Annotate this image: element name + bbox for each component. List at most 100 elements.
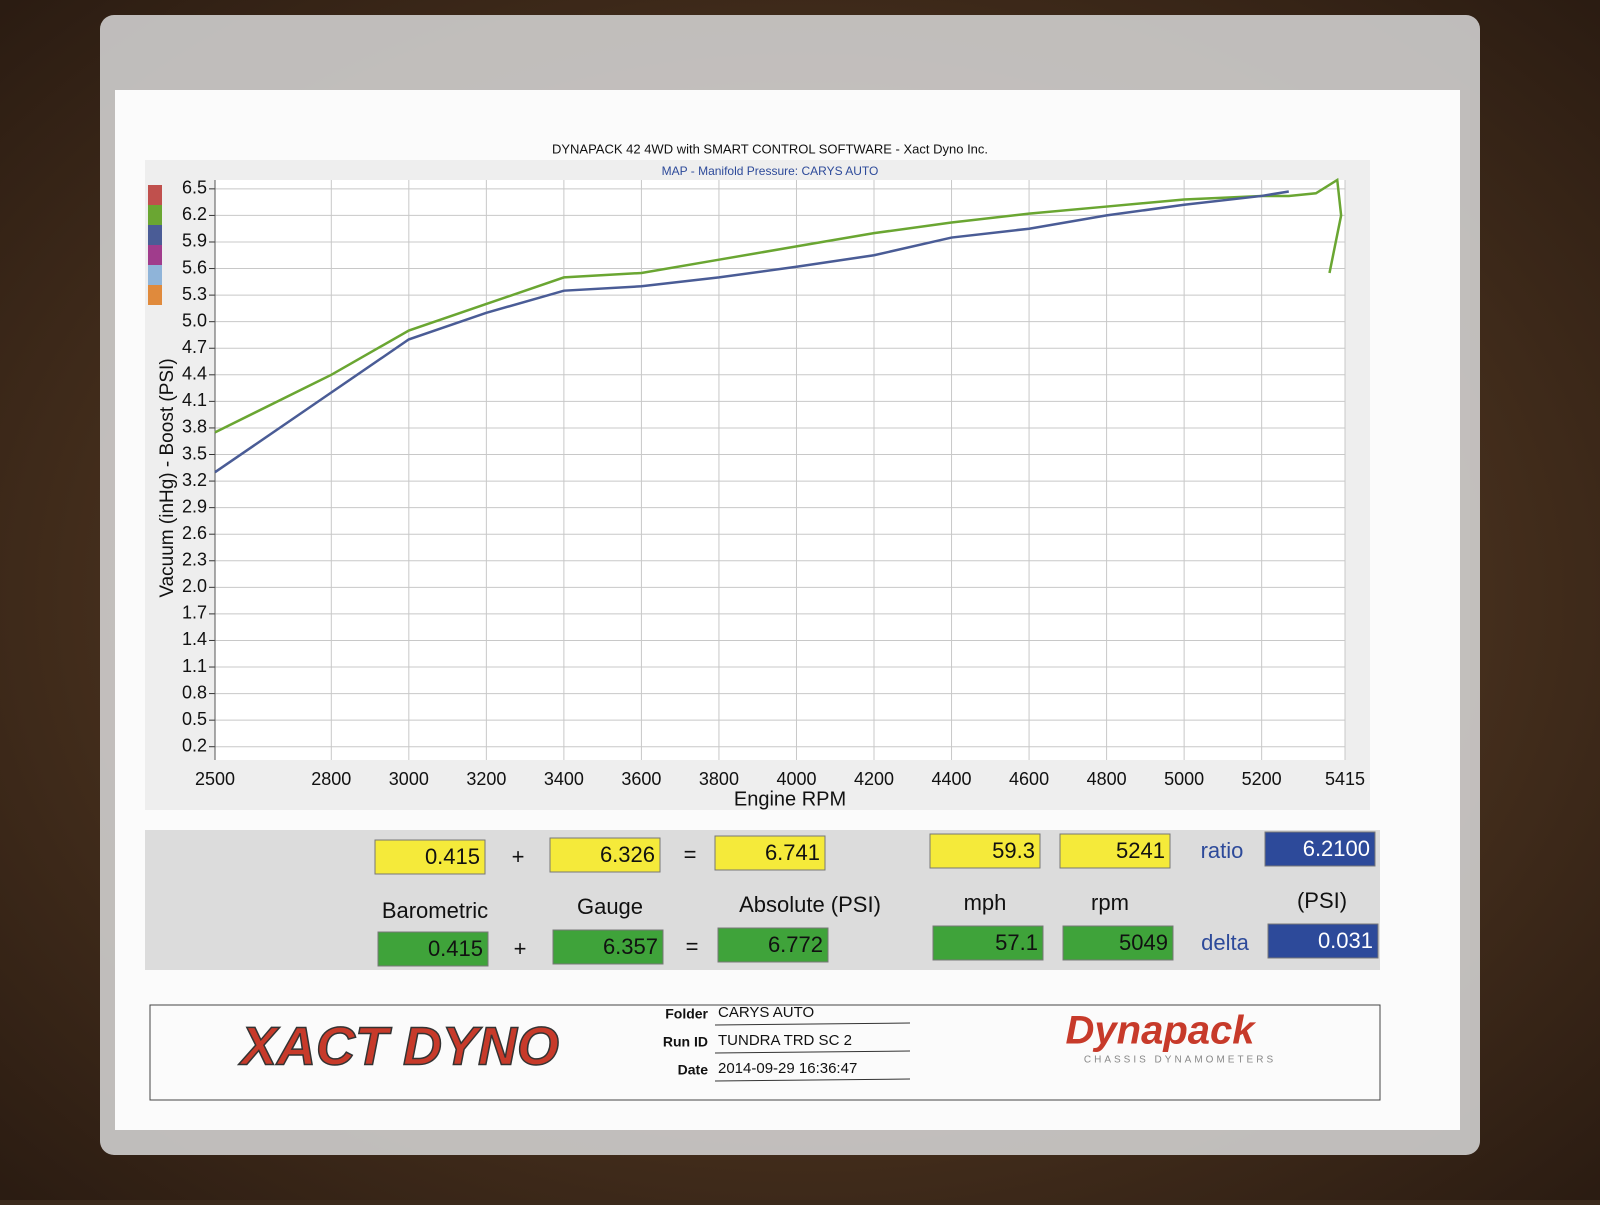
y-tick-label: 6.2 <box>182 204 207 224</box>
x-tick-label: 2800 <box>311 769 351 789</box>
value-box <box>932 925 1044 961</box>
absolute-1: 6.741 <box>765 840 820 865</box>
gauge-2: 6.357 <box>603 934 658 959</box>
logo-right-sub: CHASSIS DYNAMOMETERS <box>1084 1055 1276 1066</box>
chart-subtitle: MAP - Manifold Pressure: CARYS AUTO <box>662 164 879 178</box>
value-box <box>929 833 1041 869</box>
rule <box>714 1050 911 1054</box>
mph-1: 59.3 <box>992 838 1035 863</box>
label: Barometric <box>382 898 488 923</box>
value-box <box>549 837 661 873</box>
value-box <box>552 929 664 965</box>
y-tick-label: 3.8 <box>182 417 207 437</box>
swatch <box>148 265 162 285</box>
rule <box>714 1022 911 1026</box>
x-tick-label: 4000 <box>776 769 816 789</box>
x-tick-label: 3400 <box>544 769 584 789</box>
y-tick-label: 0.8 <box>182 682 207 702</box>
y-tick-label: 2.9 <box>182 496 207 516</box>
delta: 0.031 <box>1318 928 1373 953</box>
swatch <box>148 185 162 205</box>
absolute-2: 6.772 <box>768 932 823 957</box>
barometric-2: 0.415 <box>428 936 483 961</box>
value-box <box>1264 831 1376 867</box>
x-tick-label: 4400 <box>932 769 972 789</box>
y-tick-label: 1.4 <box>182 629 207 649</box>
swatch <box>148 205 162 225</box>
swatches <box>148 185 162 305</box>
value-box <box>714 835 826 871</box>
chart-title: DYNAPACK 42 4WD with SMART CONTROL SOFTW… <box>552 141 988 156</box>
y-tick-label: 2.0 <box>182 576 207 596</box>
summary: 0.415 + 6.326 = 6.741 59.3 5241 ratio 6.… <box>374 831 1379 967</box>
series-line <box>214 177 1343 434</box>
value-box <box>1267 923 1379 959</box>
operator: = <box>684 842 697 867</box>
x-axis-label: Engine RPM <box>734 788 846 810</box>
swatch <box>148 285 162 305</box>
value-box <box>1062 925 1174 961</box>
series-line <box>214 190 1289 474</box>
y-tick-label: 5.3 <box>182 284 207 304</box>
y-tick-label: 2.6 <box>182 523 207 543</box>
logo-right: Dynapack <box>1066 1009 1257 1053</box>
folder-label: Folder <box>665 1006 708 1022</box>
value-box <box>1059 833 1171 869</box>
y-axis-label: Vacuum (inHg) - Boost (PSI) <box>157 358 178 597</box>
run-id: TUNDRA TRD SC 2 <box>718 1032 852 1049</box>
y-tick-label: 0.2 <box>182 735 207 755</box>
label: Gauge <box>577 894 643 919</box>
x-tick-label: 3800 <box>699 769 739 789</box>
value-box <box>377 931 489 967</box>
operator: + <box>514 936 527 961</box>
y-tick-label: 6.5 <box>182 178 207 198</box>
ratio: 6.2100 <box>1303 836 1370 861</box>
run-label: Run ID <box>663 1034 708 1050</box>
swatch <box>148 245 162 265</box>
y-tick-label: 3.5 <box>182 443 207 463</box>
x-tick-label: 5000 <box>1164 769 1204 789</box>
gauge-1: 6.326 <box>600 842 655 867</box>
x-tick-label: 4200 <box>854 769 894 789</box>
y-tick-label: 4.7 <box>182 337 207 357</box>
y-tick-label: 4.4 <box>182 364 207 384</box>
label: (PSI) <box>1297 888 1347 913</box>
y-tick-label: 5.0 <box>182 310 207 330</box>
label: mph <box>964 890 1007 915</box>
x-tick-label: 3200 <box>466 769 506 789</box>
footer-frame <box>149 1004 1381 1101</box>
folder: CARYS AUTO <box>718 1004 814 1021</box>
y-tick-label: 5.6 <box>182 257 207 277</box>
logo-left: XACT DYNO <box>238 1016 559 1076</box>
operator: = <box>686 934 699 959</box>
y-tick-label: 3.2 <box>182 470 207 490</box>
barometric-1: 0.415 <box>425 844 480 869</box>
value-box <box>374 839 486 875</box>
operator: + <box>512 844 525 869</box>
y-tick-label: 0.5 <box>182 709 207 729</box>
mph-2: 57.1 <box>995 930 1038 955</box>
y-tick-label: 1.1 <box>182 656 207 676</box>
plot-area <box>215 180 1345 760</box>
y-tick-label: 4.1 <box>182 390 207 410</box>
plot: 0.2 0.5 0.8 1.1 1.4 1.7 2.0 2.3 2.6 2.9 3.2 3.5 3.8 4… <box>182 178 1365 789</box>
y-tick-label: 2.3 <box>182 550 207 570</box>
ratio-label: ratio <box>1201 838 1244 863</box>
value-box <box>717 927 829 963</box>
rpm-2: 5049 <box>1119 930 1168 955</box>
date: 2014-09-29 16:36:47 <box>718 1060 857 1077</box>
label: rpm <box>1091 890 1129 915</box>
x-tick-label: 5415 <box>1325 769 1365 789</box>
x-tick-label: 4800 <box>1087 769 1127 789</box>
y-tick-label: 5.9 <box>182 231 207 251</box>
x-tick-label: 2500 <box>195 769 235 789</box>
y-tick-label: 1.7 <box>182 603 207 623</box>
rpm-1: 5241 <box>1116 838 1165 863</box>
x-tick-label: 3600 <box>621 769 661 789</box>
x-tick-label: 5200 <box>1242 769 1282 789</box>
date-label: Date <box>678 1062 709 1078</box>
delta-label: delta <box>1201 930 1249 955</box>
x-tick-label: 4600 <box>1009 769 1049 789</box>
label: Absolute (PSI) <box>739 892 881 917</box>
